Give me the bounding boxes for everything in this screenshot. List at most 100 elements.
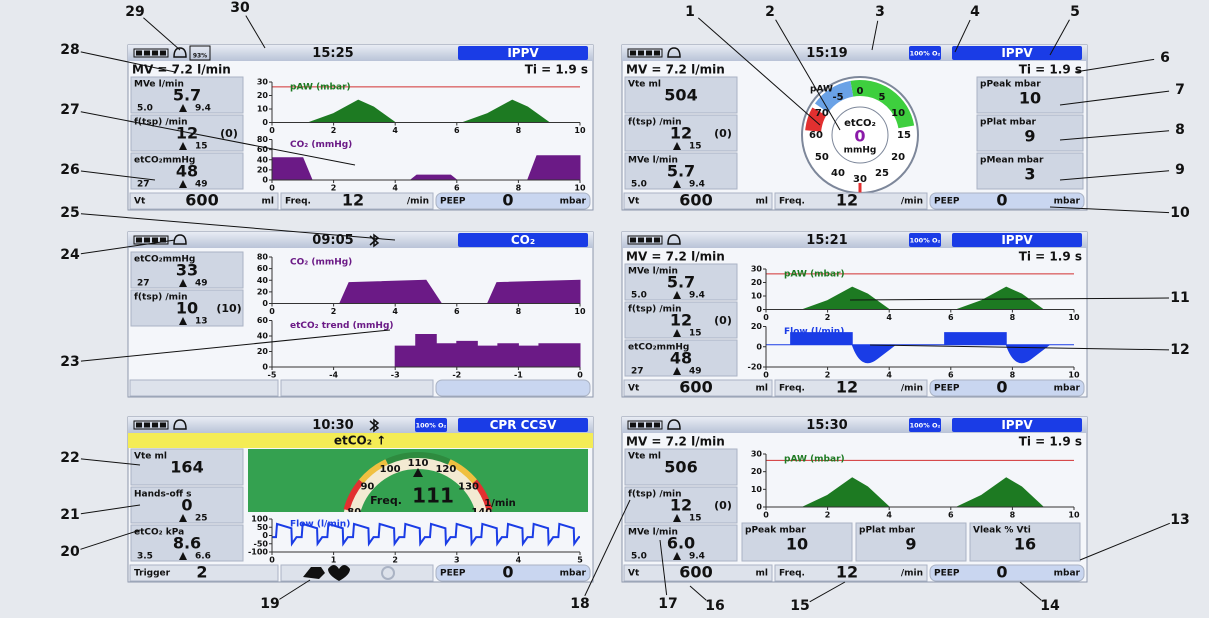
x-tick-label: -1 <box>514 371 523 380</box>
callout-number: 25 <box>60 205 79 221</box>
callout-line <box>80 458 141 466</box>
parameter-label: f(tsp) /min <box>628 490 682 500</box>
limit-low: 5.0 <box>631 552 647 562</box>
gauge-scale-label: 140 <box>471 507 492 518</box>
limit-high: 15 <box>195 142 208 152</box>
x-tick-label: 0 <box>763 371 769 380</box>
dial-scale-label: 60 <box>809 130 823 141</box>
parameter-value: 0 <box>181 496 192 515</box>
x-tick-label: 4 <box>886 313 892 322</box>
dial-scale-label: 25 <box>875 168 889 179</box>
dial-value: 0 <box>854 127 865 146</box>
x-tick-label: 6 <box>948 371 954 380</box>
ventilation-mode: IPPV <box>1001 418 1033 432</box>
limit-high: 13 <box>195 317 208 327</box>
x-tick-label: 8 <box>516 307 522 316</box>
x-tick-label: -2 <box>452 371 461 380</box>
dial-scale-label: 70 <box>815 108 829 119</box>
alarm-bell <box>179 514 187 522</box>
limit-low: 5.0 <box>631 291 647 301</box>
x-tick-label: 2 <box>331 307 337 316</box>
clock: 15:30 <box>806 418 847 433</box>
limit-high: 9.4 <box>689 291 705 301</box>
bottom-slot <box>623 192 773 210</box>
callout-number: 9 <box>1175 162 1185 178</box>
setting-unit: ml <box>756 569 768 579</box>
x-tick-label: -5 <box>268 371 277 380</box>
parameter-box <box>130 114 244 152</box>
gauge-scale-label: 100 <box>380 464 401 475</box>
battery-segment <box>630 237 636 243</box>
parameter-box <box>624 114 738 152</box>
setting-label: PEEP <box>934 569 960 579</box>
alarm-bell <box>179 180 187 188</box>
x-tick-label: 10 <box>574 184 586 193</box>
oxygen-label: 100% O₂ <box>910 237 941 245</box>
alarm-icon <box>173 47 187 58</box>
parameter-label: pPlat mbar <box>980 118 1037 128</box>
parameter-value: 9 <box>905 535 916 554</box>
parameter-value: 5.7 <box>667 273 695 292</box>
parameter-value: 504 <box>664 86 697 105</box>
callout-line <box>659 539 668 596</box>
battery-segment <box>160 237 166 243</box>
parameter-value: 10 <box>176 299 198 318</box>
inspiration-time: Ti = 1.9 s <box>1019 63 1082 77</box>
setting-value: 2 <box>196 563 207 582</box>
alarm-icon <box>173 234 187 245</box>
x-tick-label: 4 <box>392 307 398 316</box>
gauge-unit: 1/min <box>484 498 516 509</box>
y-tick-label: 10 <box>751 485 763 494</box>
battery-segment <box>152 50 158 56</box>
parameter-box <box>130 486 244 524</box>
y-tick-label: 20 <box>751 322 763 331</box>
y-tick-label: 40 <box>257 155 269 164</box>
alarm-bell <box>673 514 681 522</box>
battery-segment <box>654 237 660 243</box>
chart-title: CO₂ (mmHg) <box>290 258 352 268</box>
battery-segment <box>136 422 142 428</box>
callout-number: 13 <box>1170 512 1189 528</box>
mode-box <box>952 46 1082 60</box>
gauge-zone <box>343 479 364 511</box>
callout-line <box>954 19 971 53</box>
x-tick-label: 4 <box>392 126 398 135</box>
battery-segment <box>638 422 644 428</box>
setting-value: 12 <box>342 191 364 210</box>
callout-line <box>809 581 846 603</box>
bottom-slot <box>929 564 1085 582</box>
callout-line <box>584 499 631 597</box>
x-tick-label: 2 <box>331 126 337 135</box>
parameter-label: Vte ml <box>134 452 167 462</box>
limit-high: 15 <box>689 329 702 339</box>
callout-number: 12 <box>1170 342 1189 358</box>
y-tick-label: 60 <box>257 145 269 154</box>
dial-scale-label: 50 <box>815 152 829 163</box>
waveform-curve <box>394 333 581 368</box>
x-tick-label: 2 <box>825 511 831 520</box>
ventilation-mode: IPPV <box>507 46 539 60</box>
screen: 93% 15:25 IPPV MV = 7.2 l/min Ti = 1.9 s MVe … <box>127 44 594 211</box>
y-tick-label: 20 <box>751 278 763 287</box>
screen: 15:21 100% O₂ IPPV MV = 7.2 l/min Ti = 1.9 s… <box>621 231 1088 398</box>
y-tick-label: -100 <box>248 548 268 557</box>
parameter-label: f(tsp) /min <box>628 305 682 315</box>
battery-segment <box>654 422 660 428</box>
oxygen-label: 100% O₂ <box>910 50 941 58</box>
bottom-slot <box>280 192 434 210</box>
callout-line <box>1074 58 1155 73</box>
bottom-slot <box>623 379 773 397</box>
y-tick-label: 20 <box>257 165 269 174</box>
callout-line <box>279 579 311 600</box>
parameter-label: pPeak mbar <box>745 526 806 536</box>
alarm-bell <box>673 142 681 150</box>
x-tick-label: 2 <box>825 313 831 322</box>
x-tick-label: 10 <box>574 126 586 135</box>
dial-scale-label: 5 <box>879 92 886 103</box>
parameter-label: Hands-off s <box>134 490 192 500</box>
callout-line <box>689 585 707 601</box>
limit-high: 49 <box>195 180 208 190</box>
x-tick-label: 6 <box>454 126 460 135</box>
alarm-bell <box>179 142 187 150</box>
